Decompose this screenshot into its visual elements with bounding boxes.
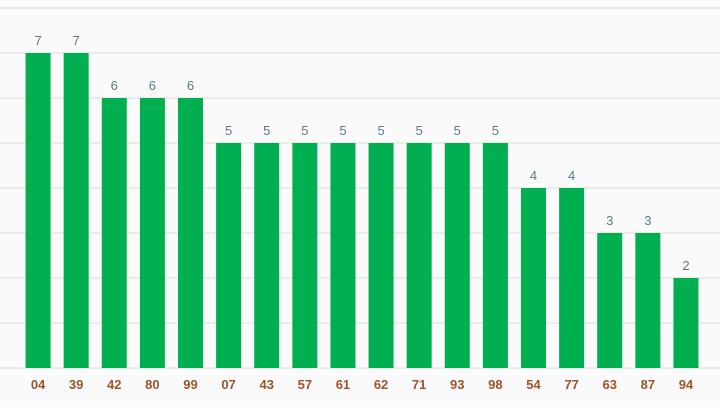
value-label-04: 7 bbox=[34, 33, 41, 48]
value-label-99: 6 bbox=[187, 78, 194, 93]
bar-07 bbox=[216, 143, 242, 368]
value-label-77: 4 bbox=[568, 168, 575, 183]
x-tick-label-39: 39 bbox=[69, 377, 83, 392]
bar-99 bbox=[178, 98, 203, 368]
x-tick-label-57: 57 bbox=[298, 377, 312, 392]
value-label-62: 5 bbox=[377, 123, 384, 138]
value-label-07: 5 bbox=[225, 123, 232, 138]
value-label-54: 4 bbox=[530, 168, 537, 183]
bar-39 bbox=[63, 53, 89, 368]
bars bbox=[25, 53, 699, 368]
bar-57 bbox=[292, 143, 318, 368]
value-label-80: 6 bbox=[149, 78, 156, 93]
x-tick-label-99: 99 bbox=[183, 377, 197, 392]
x-tick-label-07: 07 bbox=[221, 377, 235, 392]
value-label-98: 5 bbox=[492, 123, 499, 138]
bar-87 bbox=[635, 233, 661, 368]
value-labels: 7 7 6 6 6 5 5 5 5 5 5 5 5 4 4 3 3 2 bbox=[34, 33, 689, 273]
bar-42 bbox=[101, 98, 127, 368]
bar-61 bbox=[330, 143, 356, 368]
value-label-57: 5 bbox=[301, 123, 308, 138]
x-tick-label-54: 54 bbox=[526, 377, 541, 392]
value-label-63: 3 bbox=[606, 213, 613, 228]
x-tick-label-43: 43 bbox=[259, 377, 273, 392]
bar-43 bbox=[254, 143, 280, 368]
bar-93 bbox=[444, 143, 470, 368]
value-label-93: 5 bbox=[454, 123, 461, 138]
bar-54 bbox=[521, 188, 546, 368]
value-label-42: 6 bbox=[111, 78, 118, 93]
value-label-71: 5 bbox=[416, 123, 423, 138]
x-tick-label-77: 77 bbox=[564, 377, 578, 392]
value-label-61: 5 bbox=[339, 123, 346, 138]
x-tick-label-94: 94 bbox=[679, 377, 694, 392]
bar-71 bbox=[406, 143, 432, 368]
x-tick-label-98: 98 bbox=[488, 377, 502, 392]
bar-98 bbox=[482, 143, 508, 368]
x-tick-label-87: 87 bbox=[641, 377, 655, 392]
x-tick-label-62: 62 bbox=[374, 377, 388, 392]
bar-04 bbox=[25, 53, 51, 368]
bar-94 bbox=[673, 278, 699, 368]
value-label-43: 5 bbox=[263, 123, 270, 138]
x-tick-label-42: 42 bbox=[107, 377, 121, 392]
x-tick-label-61: 61 bbox=[336, 377, 350, 392]
bar-63 bbox=[597, 233, 623, 368]
x-tick-label-93: 93 bbox=[450, 377, 464, 392]
bar-77 bbox=[559, 188, 585, 368]
x-tick-label-63: 63 bbox=[602, 377, 616, 392]
value-label-39: 7 bbox=[73, 33, 80, 48]
x-axis-tick-labels: 04 39 42 80 99 07 43 57 61 62 71 93 98 54 77 63 87 94 bbox=[31, 377, 694, 392]
x-tick-label-04: 04 bbox=[31, 377, 46, 392]
bar-80 bbox=[139, 98, 165, 368]
value-label-94: 2 bbox=[682, 258, 689, 273]
x-tick-label-80: 80 bbox=[145, 377, 159, 392]
x-tick-label-71: 71 bbox=[412, 377, 426, 392]
value-label-87: 3 bbox=[644, 213, 651, 228]
bar-62 bbox=[368, 143, 394, 368]
